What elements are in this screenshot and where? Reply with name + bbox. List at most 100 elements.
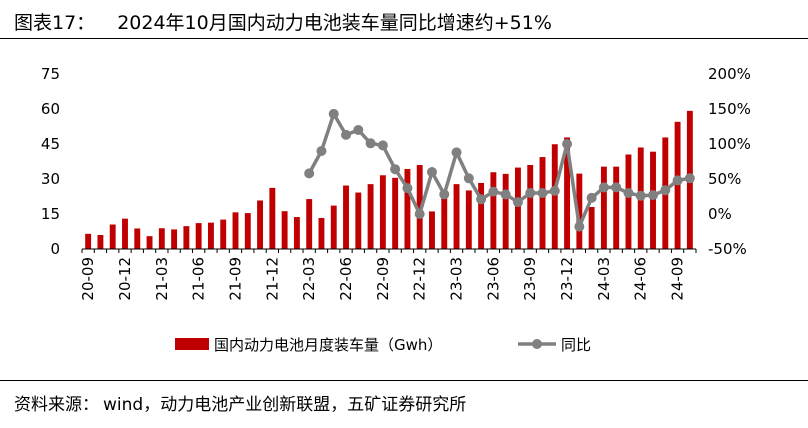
right-y-tick-label: 50% (708, 170, 741, 188)
title-text: 2024年10月国内动力电池装车量同比增速约+51% (117, 12, 552, 34)
source-note: 资料来源： wind，动力电池产业创新联盟，五矿证券研究所 (14, 390, 466, 415)
bar-series (85, 110, 693, 249)
bar (613, 166, 620, 249)
bar (600, 166, 607, 249)
yoy-point (377, 140, 388, 151)
bar (109, 224, 116, 249)
bar (330, 205, 337, 249)
x-tick-label: 22-06 (337, 257, 355, 301)
source-text: wind，动力电池产业创新联盟，五矿证券研究所 (103, 395, 467, 415)
legend-line-marker (532, 339, 542, 349)
bar (404, 168, 411, 249)
chart-title: 图表17： 2024年10月国内动力电池装车量同比增速约+51% (14, 8, 552, 35)
right-y-tick-label: 100% (708, 135, 751, 153)
left-y-tick-label: 15 (41, 205, 60, 223)
bar (551, 144, 558, 249)
bar (146, 236, 153, 249)
yoy-point (414, 209, 425, 219)
yoy-point (353, 125, 364, 135)
right-y-tick-label: 200% (708, 65, 751, 83)
yoy-point (598, 182, 609, 193)
bar (343, 185, 349, 249)
x-tick-label: 22-12 (411, 257, 429, 301)
yoy-point (574, 221, 585, 232)
legend-bar-label: 国内动力电池月度装车量（Gwh） (214, 336, 442, 354)
bar (650, 151, 656, 249)
bar (379, 175, 386, 249)
yoy-point (316, 146, 327, 156)
x-tick-label: 22-03 (300, 257, 318, 301)
bar (416, 165, 423, 249)
bar (490, 172, 497, 249)
bar (281, 211, 288, 249)
bar (171, 229, 178, 249)
yoy-point (488, 186, 499, 197)
legend-line-label: 同比 (561, 336, 591, 354)
bar (478, 182, 485, 249)
bar (576, 173, 583, 249)
bar (564, 137, 571, 249)
yoy-point (549, 185, 560, 196)
legend-bar-swatch (175, 338, 209, 350)
bar (429, 211, 435, 249)
title-rule (0, 38, 808, 39)
bar (674, 121, 681, 249)
yoy-point (328, 108, 339, 119)
yoy-point (451, 147, 462, 158)
figure-label: 图表17： (14, 12, 96, 34)
bar (158, 228, 165, 249)
bar (85, 233, 92, 249)
x-tick-label: 21-12 (263, 257, 281, 301)
bar (269, 187, 276, 249)
yoy-point (660, 185, 671, 196)
bar (207, 222, 214, 249)
x-tick-label: 24-09 (669, 257, 687, 301)
x-tick-label: 23-09 (521, 257, 539, 301)
x-tick-label: 23-12 (558, 257, 576, 301)
bar (453, 184, 460, 249)
yoy-point (500, 189, 511, 200)
bar (134, 228, 141, 249)
source-rule (0, 380, 808, 381)
left-y-tick-label: 75 (41, 65, 60, 83)
bar (97, 235, 104, 249)
bar (257, 200, 264, 249)
bar (367, 184, 374, 249)
bar (293, 217, 300, 249)
x-tick-label: 22-09 (374, 257, 392, 301)
x-tick-label: 21-06 (190, 257, 208, 301)
source-label: 资料来源： (14, 395, 99, 415)
x-tick-label: 24-06 (632, 257, 650, 301)
left-y-axis: 0 15 30 45 60 75 (41, 65, 60, 258)
left-y-tick-label: 30 (41, 170, 60, 188)
x-tick-label: 21-03 (153, 257, 171, 301)
bar (465, 190, 472, 249)
x-tick-label: 24-03 (595, 257, 613, 301)
right-y-tick-label: 150% (708, 100, 751, 118)
bar (539, 157, 546, 249)
right-y-tick-label: 0% (708, 205, 732, 223)
bar (122, 218, 128, 249)
x-tick-label: 23-03 (448, 257, 466, 301)
bar (183, 226, 190, 249)
yoy-point (304, 168, 315, 179)
line-series (304, 108, 695, 232)
bar (220, 219, 227, 249)
legend: 国内动力电池月度装车量（Gwh） 同比 (175, 336, 591, 354)
yoy-point (390, 164, 401, 175)
yoy-point (439, 189, 450, 200)
yoy-point (402, 183, 413, 194)
right-y-tick-label: -50% (708, 240, 747, 258)
yoy-line (307, 112, 691, 229)
yoy-point (611, 182, 622, 193)
yoy-point (537, 188, 548, 198)
yoy-point (341, 129, 352, 140)
x-axis: 20-09 20-12 21-03 21-06 21-09 21-12 22-03 22-06… (79, 248, 697, 301)
bar (441, 197, 448, 249)
yoy-point (623, 188, 634, 198)
x-tick-label: 20-09 (79, 257, 97, 301)
bar (306, 199, 313, 249)
yoy-point (512, 197, 523, 208)
yoy-point (365, 138, 376, 149)
